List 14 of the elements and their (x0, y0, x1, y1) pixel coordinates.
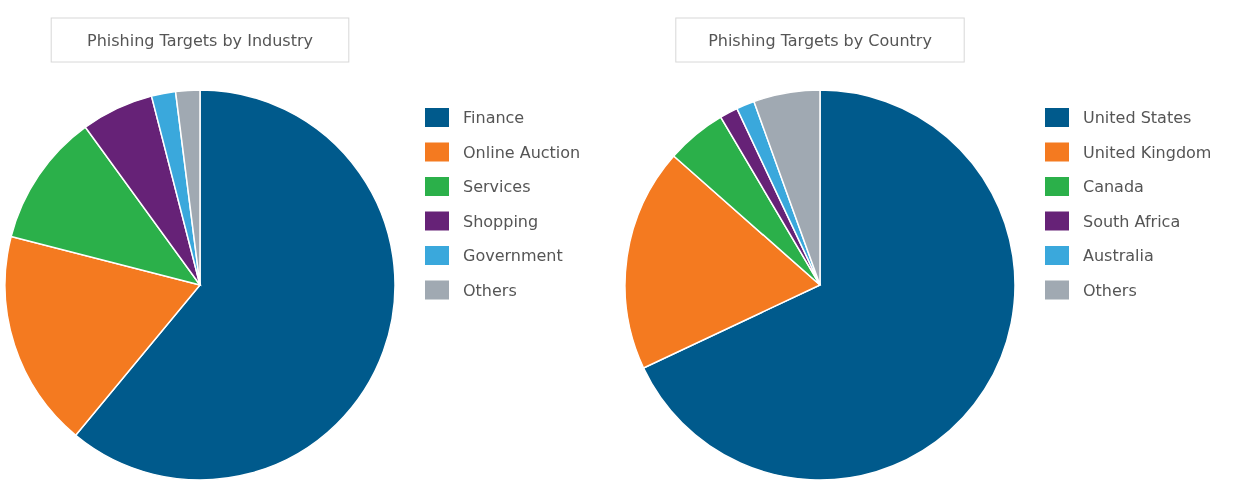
legend-label: Australia (1083, 246, 1154, 265)
legend-label: Canada (1083, 177, 1144, 196)
legend-label: United Kingdom (1083, 142, 1212, 162)
legend-label: South Africa (1083, 211, 1181, 231)
legend-label: Finance (463, 108, 525, 127)
legend-label: Others (1083, 280, 1137, 300)
legend-label: Shopping (463, 211, 539, 231)
legend-label: Government (463, 246, 563, 265)
legend-label: United States (1083, 108, 1192, 127)
legend-label: Online Auction (463, 142, 581, 162)
chart-title: Phishing Targets by Country (708, 31, 932, 50)
legend-label: Services (463, 177, 531, 196)
legend-label: Others (463, 280, 517, 300)
chart-title: Phishing Targets by Industry (87, 31, 313, 50)
